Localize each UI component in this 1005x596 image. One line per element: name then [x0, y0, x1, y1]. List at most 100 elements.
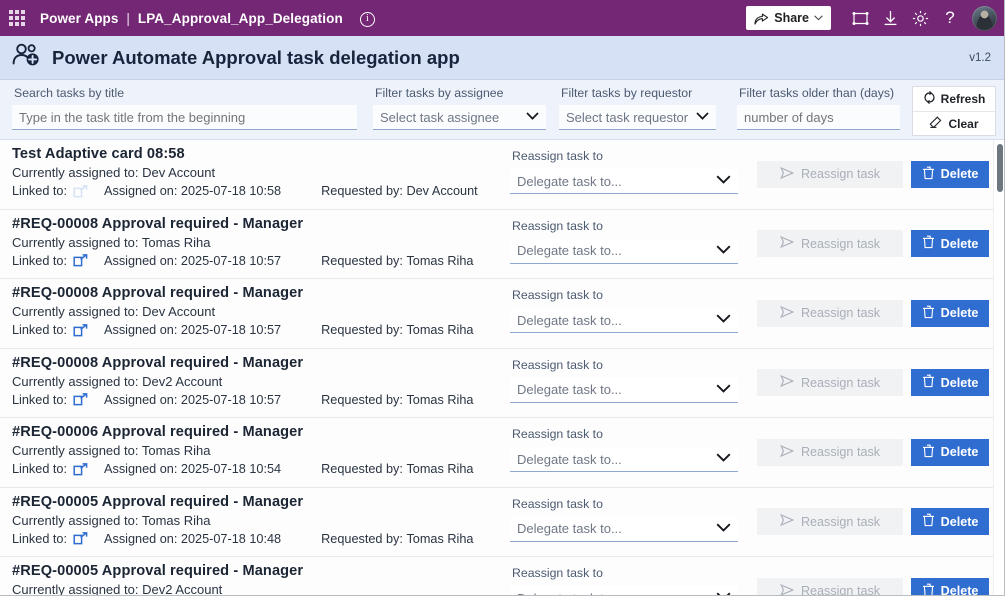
- delegate-select[interactable]: Delegate task to...: [510, 169, 738, 194]
- chevron-down-icon[interactable]: [716, 453, 731, 465]
- open-link-icon[interactable]: [73, 532, 88, 545]
- assignee-filter-select[interactable]: Select task assignee: [373, 105, 546, 130]
- assigned-on-label: Assigned on:: [104, 392, 178, 407]
- send-icon: [780, 583, 795, 596]
- older-than-group: Filter tasks older than (days): [737, 86, 900, 130]
- delete-button[interactable]: Delete: [911, 369, 989, 397]
- row-actions: Reassign task Delete: [745, 210, 1005, 279]
- download-icon[interactable]: [875, 3, 905, 33]
- table-row[interactable]: #REQ-00005 Approval required - Manager C…: [0, 557, 1005, 596]
- requestor-filter-select[interactable]: Select task requestor: [559, 105, 716, 130]
- task-info: #REQ-00008 Approval required - Manager C…: [12, 349, 510, 418]
- share-button[interactable]: Share: [746, 6, 831, 30]
- task-assignee: Currently assigned to: Dev Account: [12, 165, 510, 180]
- reassign-group: Reassign task to Delegate task to...: [510, 488, 745, 557]
- requested-by-value: Dev Account: [406, 184, 478, 198]
- delegate-select-value: Delegate task to...: [517, 591, 622, 596]
- task-info: #REQ-00005 Approval required - Manager C…: [12, 488, 510, 557]
- info-icon[interactable]: i: [359, 11, 375, 27]
- row-actions: Reassign task Delete: [745, 557, 1005, 596]
- search-input[interactable]: [12, 105, 357, 130]
- filter-bar: Search tasks by title Filter tasks by as…: [0, 80, 1005, 140]
- table-row[interactable]: #REQ-00005 Approval required - Manager C…: [0, 487, 1005, 557]
- page-title: Power Automate Approval task delegation …: [52, 46, 460, 68]
- chevron-down-icon[interactable]: [716, 175, 731, 187]
- list-scrollbar-thumb[interactable]: [997, 144, 1003, 192]
- delete-button[interactable]: Delete: [911, 299, 989, 327]
- task-meta: Linked to: Assigned on: 2025-07-18 10:48…: [12, 532, 510, 546]
- reassign-group: Reassign task to Delegate task to...: [510, 210, 745, 279]
- chevron-down-icon[interactable]: [716, 314, 731, 326]
- clear-button[interactable]: Clear: [913, 111, 995, 135]
- delegate-select[interactable]: Delegate task to...: [510, 238, 738, 264]
- assigned-on-label: Assigned on:: [104, 531, 178, 546]
- app-name: LPA_Approval_App_Delegation: [137, 10, 343, 26]
- delegate-select[interactable]: Delegate task to...: [510, 586, 738, 596]
- older-than-label: Filter tasks older than (days): [739, 86, 895, 100]
- task-list[interactable]: Test Adaptive card 08:58 Currently assig…: [0, 140, 1005, 596]
- table-row[interactable]: Test Adaptive card 08:58 Currently assig…: [0, 140, 1005, 210]
- delegate-select[interactable]: Delegate task to...: [510, 447, 738, 472]
- row-actions: Reassign task Delete: [745, 349, 1005, 418]
- chevron-down-icon[interactable]: [814, 15, 823, 21]
- requestor-filter-group: Filter tasks by requestor Select task re…: [559, 86, 716, 130]
- send-icon: [780, 444, 795, 460]
- add-person-icon: [12, 42, 42, 73]
- avatar[interactable]: [972, 5, 997, 31]
- task-info: Test Adaptive card 08:58 Currently assig…: [12, 140, 510, 209]
- reassign-label: Reassign task to: [512, 288, 603, 302]
- requestor-filter-value: Select task requestor: [566, 109, 689, 125]
- delete-button[interactable]: Delete: [911, 230, 989, 258]
- send-icon: [780, 375, 795, 390]
- delete-button[interactable]: Delete: [911, 508, 989, 536]
- reassign-label: Reassign task to: [512, 218, 603, 233]
- open-link-icon[interactable]: [73, 462, 88, 476]
- chevron-down-icon[interactable]: [716, 592, 731, 596]
- reassign-group: Reassign task to Delegate task to...: [510, 279, 745, 348]
- task-title: #REQ-00008 Approval required - Manager: [12, 285, 304, 301]
- assigned-to-value: Tomas Riha: [141, 443, 211, 458]
- help-icon[interactable]: ?: [945, 8, 955, 27]
- table-row[interactable]: #REQ-00006 Approval required - Manager C…: [0, 418, 1005, 488]
- delete-button[interactable]: Delete: [911, 438, 989, 466]
- open-link-icon[interactable]: [73, 323, 88, 337]
- open-link-icon[interactable]: [73, 254, 88, 267]
- delete-button[interactable]: Delete: [911, 160, 989, 188]
- delegate-select[interactable]: Delegate task to...: [510, 516, 738, 542]
- task-title: #REQ-00008 Approval required - Manager: [12, 354, 304, 371]
- eraser-icon: [929, 115, 943, 132]
- task-info: #REQ-00008 Approval required - Manager C…: [12, 279, 510, 348]
- assigned-to-value: Dev2 Account: [142, 373, 223, 389]
- delete-label: Delete: [940, 167, 979, 182]
- task-title: #REQ-00006 Approval required - Manager: [12, 424, 304, 440]
- open-link-icon[interactable]: [73, 393, 88, 406]
- table-row[interactable]: #REQ-00008 Approval required - Manager C…: [0, 348, 1005, 418]
- chevron-down-icon[interactable]: [716, 384, 731, 396]
- assigned-to-value: Dev2 Account: [142, 582, 223, 596]
- chevron-down-icon[interactable]: [526, 111, 539, 123]
- app-launcher-grid-icon[interactable]: [6, 7, 28, 29]
- requested-by-label: Requested by:: [321, 184, 403, 198]
- table-row[interactable]: #REQ-00008 Approval required - Manager C…: [0, 209, 1005, 279]
- chevron-down-icon[interactable]: [696, 111, 709, 123]
- table-row[interactable]: #REQ-00008 Approval required - Manager C…: [0, 279, 1005, 349]
- delete-button[interactable]: Delete: [911, 577, 989, 596]
- older-than-input[interactable]: [737, 105, 900, 130]
- assigned-to-label: Currently assigned to:: [12, 373, 139, 389]
- linked-to-label: Linked to:: [12, 253, 68, 268]
- trash-icon: [922, 513, 935, 530]
- refresh-button[interactable]: Refresh: [913, 87, 995, 111]
- list-scrollbar-track[interactable]: [993, 140, 1005, 596]
- linked-to-label: Linked to:: [12, 392, 68, 407]
- chevron-down-icon[interactable]: [716, 245, 731, 257]
- reassign-task-label: Reassign task: [800, 167, 881, 182]
- assigned-to-value: Dev Account: [142, 304, 216, 319]
- assignee-filter-label: Filter tasks by assignee: [375, 86, 504, 100]
- send-icon: [780, 236, 795, 251]
- fullscreen-icon[interactable]: [845, 3, 875, 33]
- assigned-on-value: 2025-07-18 10:57: [180, 392, 282, 407]
- chevron-down-icon[interactable]: [716, 523, 731, 535]
- delegate-select[interactable]: Delegate task to...: [510, 308, 738, 333]
- delegate-select[interactable]: Delegate task to...: [510, 377, 738, 403]
- gear-icon[interactable]: [905, 3, 935, 33]
